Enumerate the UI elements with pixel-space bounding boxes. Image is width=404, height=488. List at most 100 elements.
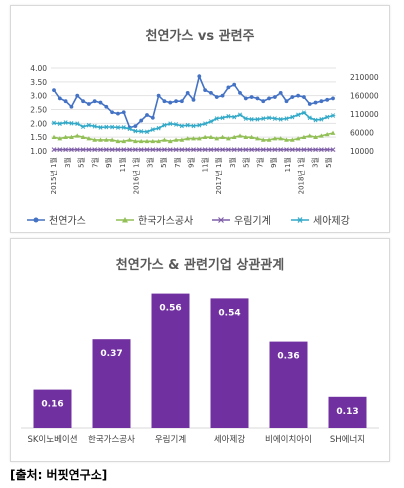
y-right-tick-label: 160000 (350, 92, 379, 101)
data-point (255, 96, 260, 101)
data-point (255, 136, 260, 141)
data-point (319, 99, 324, 104)
data-point (185, 122, 190, 128)
data-point (272, 95, 277, 99)
x-tick-label: 7월 (173, 157, 182, 168)
data-point (69, 104, 74, 109)
data-point (260, 147, 266, 152)
data-point (266, 137, 272, 142)
bar-data-label: 0.37 (100, 349, 122, 359)
data-point (249, 147, 254, 152)
x-tick-label: 5월 (324, 157, 333, 168)
data-point (231, 147, 237, 152)
data-point (278, 136, 284, 141)
data-point (81, 99, 85, 104)
data-point (289, 137, 295, 142)
data-point (208, 134, 214, 139)
data-point (243, 147, 249, 152)
data-point (226, 114, 231, 119)
data-point (167, 147, 173, 152)
x-tick-label: 2016년 1월 (132, 157, 141, 194)
bar (210, 298, 249, 428)
x-tick-label: 11월 (283, 157, 292, 172)
data-point (92, 123, 97, 129)
data-point (331, 96, 335, 101)
data-point (150, 138, 156, 144)
data-point (284, 137, 289, 142)
data-point (307, 102, 312, 106)
data-point (196, 147, 202, 152)
data-point (74, 121, 80, 127)
data-point (51, 134, 57, 139)
legend-label: 세아제강 (313, 215, 350, 227)
data-point (133, 124, 138, 128)
data-point (272, 147, 278, 152)
data-point (121, 110, 126, 115)
data-point (196, 136, 202, 141)
data-point (243, 96, 248, 101)
x-tick-label: 7월 (255, 157, 264, 168)
data-point (243, 116, 249, 121)
data-point (289, 147, 295, 152)
data-point (330, 113, 336, 118)
data-point (197, 74, 202, 79)
data-point (209, 91, 213, 95)
data-point (313, 147, 318, 152)
data-point (307, 133, 313, 138)
source-caption: [출처: 버핏연구소] (10, 468, 108, 482)
data-point (138, 129, 144, 134)
data-point (139, 118, 144, 123)
data-point (220, 93, 225, 98)
legend-marker (297, 217, 303, 223)
data-point (138, 147, 144, 152)
data-point (162, 137, 167, 142)
data-point (150, 127, 156, 132)
bar-chart: 천연가스 & 관련기업 상관관계 0.16 SK이노베이션 0.37 한국가스공사 0.5… (21, 257, 379, 445)
data-point (307, 115, 313, 121)
data-point (290, 114, 295, 120)
data-point (144, 147, 150, 152)
data-point (295, 136, 301, 141)
data-point (86, 136, 92, 141)
bar-data-label: 0.36 (277, 352, 299, 362)
legend-label: 한국가스공사 (138, 215, 193, 227)
bar-data-label: 0.56 (159, 304, 181, 314)
data-point (301, 110, 307, 115)
data-point (324, 147, 330, 152)
data-point (208, 147, 214, 152)
data-point (243, 134, 249, 139)
data-point (295, 147, 301, 152)
y-left-tick-label: 1.50 (30, 133, 47, 142)
bar-chart-title: 천연가스 & 관련기업 상관관계 (116, 257, 284, 273)
category-label: 우림기계 (155, 434, 186, 445)
data-point (191, 123, 196, 129)
data-point (185, 91, 190, 95)
data-point (104, 124, 109, 130)
data-point (150, 115, 155, 120)
data-point (69, 121, 74, 126)
data-point (74, 133, 80, 138)
data-point (319, 147, 324, 152)
data-point (121, 125, 127, 130)
data-point (179, 99, 184, 104)
legend-marker (122, 217, 128, 223)
data-point (330, 147, 336, 152)
data-point (313, 100, 318, 105)
data-point (173, 147, 179, 152)
x-tick-label: 3월 (63, 157, 72, 168)
data-point (325, 97, 330, 102)
data-point (86, 147, 92, 152)
data-point (98, 125, 103, 130)
x-tick-label: 5월 (77, 157, 86, 168)
bar (151, 293, 190, 428)
data-point (150, 147, 156, 152)
data-point (162, 147, 167, 152)
data-point (296, 93, 301, 98)
data-point (179, 123, 185, 129)
data-point (132, 138, 138, 144)
data-point (168, 100, 173, 105)
bar (33, 389, 72, 428)
data-point (103, 137, 109, 142)
data-point (255, 147, 260, 152)
data-point (260, 137, 266, 142)
